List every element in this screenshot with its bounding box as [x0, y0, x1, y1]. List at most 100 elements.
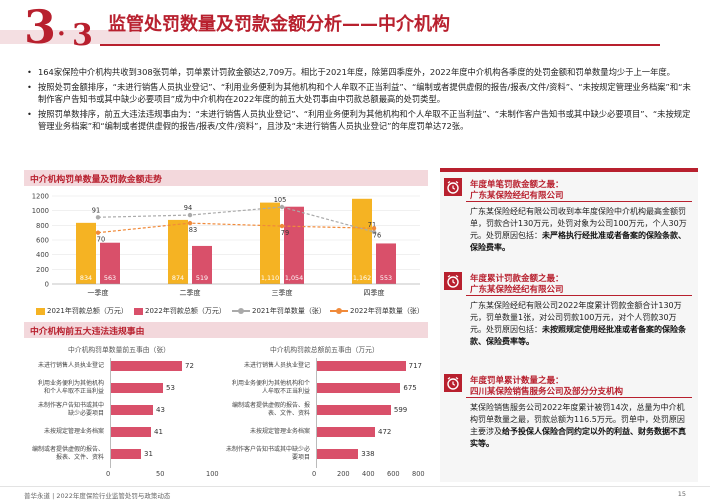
- bar-2022: [284, 206, 304, 284]
- y-tick-label: 200: [36, 266, 49, 274]
- bar-data-label: 1,162: [353, 274, 371, 282]
- card-company: 四川某保险销售服务公司及部分分支机构: [470, 387, 624, 397]
- y-tick-label: 600: [36, 237, 49, 245]
- chart1-legend: 2021年罚款总额（万元） 2022年罚款总额（万元） 2021年罚单数量（张）…: [24, 304, 428, 318]
- bar-2022: [192, 245, 212, 284]
- summary-bullets: 164家保险中介机构共收到308张罚单，罚单累计罚款金额达2,709万。相比于2…: [26, 66, 696, 135]
- hbar-x-tick: 200: [337, 470, 350, 478]
- bar-data-label: 519: [196, 274, 208, 282]
- hbar-x-tick: 600: [387, 470, 400, 478]
- card-heading: 年度单笔罚款金额之最：: [470, 180, 564, 190]
- line-point: [187, 212, 193, 218]
- line-2021-count: [97, 206, 375, 233]
- line-2022-count: [97, 222, 375, 234]
- line-data-label: 71: [368, 221, 376, 229]
- y-tick-label: 1200: [32, 193, 49, 201]
- hbar-category-label: 利用业务便利为其他机构和个人牟取不正当利益: [37, 380, 104, 395]
- legend-2022-count: 2022年罚单数量（张）: [330, 306, 424, 316]
- hbar-category-label: 未按规定管理业务档案: [249, 428, 310, 435]
- bar-data-label: 563: [104, 274, 116, 282]
- hbar: [110, 427, 151, 437]
- bullet-item: 按照处罚金额排序，“未进行销售人员执业登记”、“利用业务便利为其他机构和个人牟取…: [26, 81, 696, 105]
- alarm-clock-icon: [444, 272, 462, 290]
- hbar-value: 675: [403, 384, 417, 392]
- hbar-value: 338: [361, 450, 375, 458]
- bar-data-label: 834: [80, 274, 92, 282]
- hbar: [316, 405, 391, 415]
- bar-2021: [352, 198, 372, 284]
- bar-data-label: 553: [380, 274, 392, 282]
- hbar-category-label: 编制或者提供虚假的报告、报表、文件、资料: [231, 402, 310, 417]
- line-data-label: 76: [373, 231, 381, 239]
- page-header: 3 · 3 监管处罚数量及罚款金额分析——中介机构: [0, 0, 710, 56]
- hbar-x-tick: 400: [362, 470, 375, 478]
- hbar: [316, 427, 375, 437]
- footer-source: 普华永道 | 2022年度保险行业监管处罚与政策动态: [24, 492, 171, 500]
- line-data-label: 94: [184, 204, 192, 212]
- chart2-title: 中介机构前五大违法违规事由: [30, 327, 145, 337]
- hbar-value: 472: [378, 428, 392, 436]
- card-company: 广东某保险经纪有限公司: [470, 285, 564, 295]
- line-data-label: 70: [97, 236, 105, 244]
- title-underline: [100, 44, 660, 46]
- bar-2021: [168, 219, 188, 284]
- hbar-x-tick: 0: [106, 470, 111, 478]
- x-tick-label: 四季度: [364, 288, 385, 297]
- hbar-category-label: 利用业务便利为其他机构和个人牟取不正当利益: [231, 380, 310, 395]
- line-point: [187, 220, 193, 226]
- hbar: [110, 405, 153, 415]
- legend-2021-count: 2021年罚单数量（张）: [232, 306, 326, 316]
- page-footer: 普华永道 | 2022年度保险行业监管处罚与政策动态 15: [0, 486, 710, 502]
- hbar-x-tick: 50: [156, 470, 165, 478]
- line-data-label: 79: [281, 229, 289, 237]
- y-tick-label: 1000: [32, 207, 49, 215]
- line-data-label: 105: [274, 196, 287, 204]
- hbar-category-label: 未进行销售人员执业登记: [37, 362, 104, 369]
- card-body: 某保险销售服务公司2022年度累计被罚14次，总量为中介机构罚单数量之最，罚款总…: [470, 403, 686, 448]
- hbar-value: 41: [154, 428, 163, 436]
- card-body: 广东某保险经纪有限公司收到本年度保险中介机构最高金额罚单，罚款合计130万元，处…: [470, 207, 687, 252]
- hbar-chart-title: 中介机构罚单数量前五事由（张）: [68, 346, 170, 354]
- bar-data-label: 1,054: [285, 274, 303, 282]
- bar-data-label: 1,110: [261, 274, 279, 282]
- line-point: [371, 229, 377, 235]
- section-number: 3: [24, 0, 57, 54]
- bar-2022: [376, 243, 396, 284]
- line-data-label: 83: [189, 226, 197, 234]
- hbar-category-label: 未进行销售人员执业登记: [243, 362, 310, 369]
- hbar: [110, 383, 163, 393]
- card-body: 广东某保险经纪有限公司2022年度累计罚款金额合计130万元，罚单数量1张，对公…: [470, 301, 686, 346]
- hbar-category-label: 未制作客户告知书或其中缺少必要项目: [37, 402, 104, 417]
- x-tick-label: 二季度: [180, 288, 201, 297]
- section-dot: ·: [56, 14, 67, 54]
- alarm-clock-icon: [444, 178, 462, 196]
- highlights-panel: 年度单笔罚款金额之最： 广东某保险经纪有限公司 广东某保险经纪有限公司收到本年度…: [440, 168, 698, 482]
- hbar: [316, 361, 406, 371]
- hbar-x-tick: 800: [412, 470, 425, 478]
- line-point: [95, 230, 101, 235]
- y-tick-label: 400: [36, 251, 49, 259]
- page-title: 监管处罚数量及罚款金额分析——中介机构: [108, 14, 450, 35]
- line-point: [279, 223, 285, 229]
- hbar: [316, 449, 359, 459]
- line-point: [279, 204, 285, 210]
- hbar-value: 53: [166, 384, 175, 392]
- hbar-axis: [316, 358, 317, 468]
- card-heading: 年度累计罚款金额之最：: [470, 274, 564, 284]
- highlights-top-bar: [440, 168, 698, 172]
- header-accent-band: [0, 30, 140, 44]
- page-number: 15: [677, 490, 686, 498]
- bar-data-label: 874: [172, 274, 184, 282]
- hbar-axis: [110, 358, 111, 468]
- hbar-category-label: 未按规定管理业务档案: [43, 428, 104, 435]
- hbar: [316, 383, 401, 393]
- legend-2021-amount: 2021年罚款总额（万元）: [36, 306, 128, 316]
- card-company: 广东某保险经纪有限公司: [470, 191, 564, 201]
- hbar-category-label: 未制作客户告知书或其中缺少必要项目: [226, 446, 311, 461]
- hbar-chart-title: 中介机构罚款总额前五事由（万元）: [270, 346, 379, 354]
- hbar-value: 43: [156, 406, 165, 414]
- card-heading: 年度罚单累计数量之最：: [470, 376, 564, 386]
- section-subnumber: 3: [72, 18, 93, 53]
- x-tick-label: 一季度: [88, 288, 109, 297]
- card-divider: [466, 201, 692, 202]
